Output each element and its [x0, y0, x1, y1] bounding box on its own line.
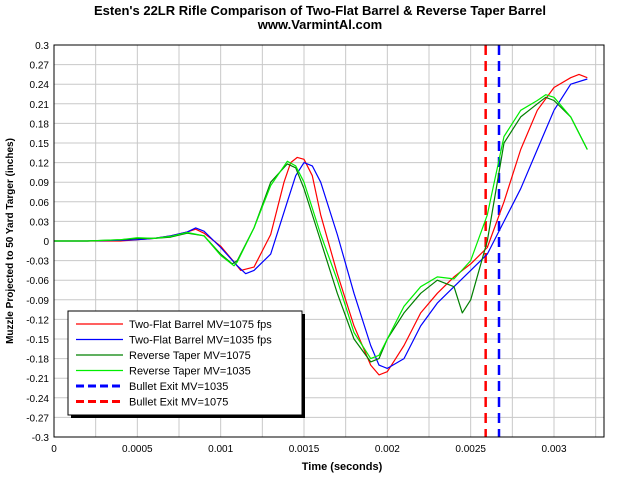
x-tick-labels: 0 0.0005 0.001 0.0015 0.002 0.0025 0.003	[51, 444, 567, 455]
y-tick-label: 0.21	[30, 100, 50, 111]
y-tick-label: 0.27	[30, 61, 50, 72]
y-tick-label: 0.06	[30, 198, 50, 209]
y-tick-label: -0.21	[26, 374, 49, 385]
chart-subtitle: www.VarmintAl.com	[257, 17, 383, 32]
y-tick-label: -0.09	[26, 296, 49, 307]
y-tick-label: 0	[43, 237, 49, 248]
y-tick-labels: 0.3 0.27 0.24 0.21 0.18 0.15 0.12 0.09 0.06 0.03 0…	[26, 41, 49, 444]
y-tick-label: -0.24	[26, 394, 49, 405]
series-layer	[54, 73, 588, 376]
legend: Two-Flat Barrel MV=1075 fps Two-Flat Barr…	[67, 310, 305, 418]
legend-label: Bullet Exit MV=1035	[129, 381, 228, 393]
chart-title: Esten's 22LR Rifle Comparison of Two-Fla…	[94, 3, 546, 18]
legend-box	[67, 310, 303, 416]
x-tick-label: 0.0015	[289, 444, 320, 455]
y-tick-label: -0.3	[32, 433, 50, 444]
y-tick-label: -0.12	[26, 315, 49, 326]
plot-frame	[53, 44, 605, 438]
x-tick-label: 0	[51, 444, 57, 455]
y-tick-label: 0.03	[30, 217, 50, 228]
y-axis-label: Muzzle Projected to 50 Yard Targer (inch…	[5, 138, 16, 344]
legend-label: Bullet Exit MV=1075	[129, 397, 228, 409]
series-line-4	[54, 94, 588, 360]
y-tick-label: -0.27	[26, 413, 49, 424]
y-tick-label: -0.15	[26, 335, 49, 346]
x-tick-label: 0.0025	[455, 444, 486, 455]
y-tick-label: 0.3	[35, 41, 49, 52]
y-tick-label: 0.18	[30, 119, 50, 130]
x-tick-label: 0.003	[541, 444, 566, 455]
series-line-3	[54, 96, 588, 363]
x-tick-label: 0.001	[208, 444, 233, 455]
x-axis-label: Time (seconds)	[302, 461, 383, 473]
legend-label: Two-Flat Barrel MV=1075 fps	[129, 319, 272, 331]
x-tick-label: 0.002	[375, 444, 400, 455]
reference-lines-layer	[484, 45, 501, 437]
x-tick-label: 0.0005	[122, 444, 153, 455]
y-tick-label: -0.18	[26, 355, 49, 366]
legend-label: Two-Flat Barrel MV=1035 fps	[129, 335, 272, 347]
legend-label: Reverse Taper MV=1075	[129, 350, 251, 362]
y-tick-label: -0.03	[26, 257, 49, 268]
y-tick-label: 0.15	[30, 139, 50, 150]
y-tick-label: 0.09	[30, 178, 50, 189]
legend-label: Reverse Taper MV=1035	[129, 366, 251, 378]
y-tick-label: 0.24	[30, 80, 50, 91]
y-tick-label: -0.06	[26, 276, 49, 287]
y-tick-label: 0.12	[30, 159, 50, 170]
